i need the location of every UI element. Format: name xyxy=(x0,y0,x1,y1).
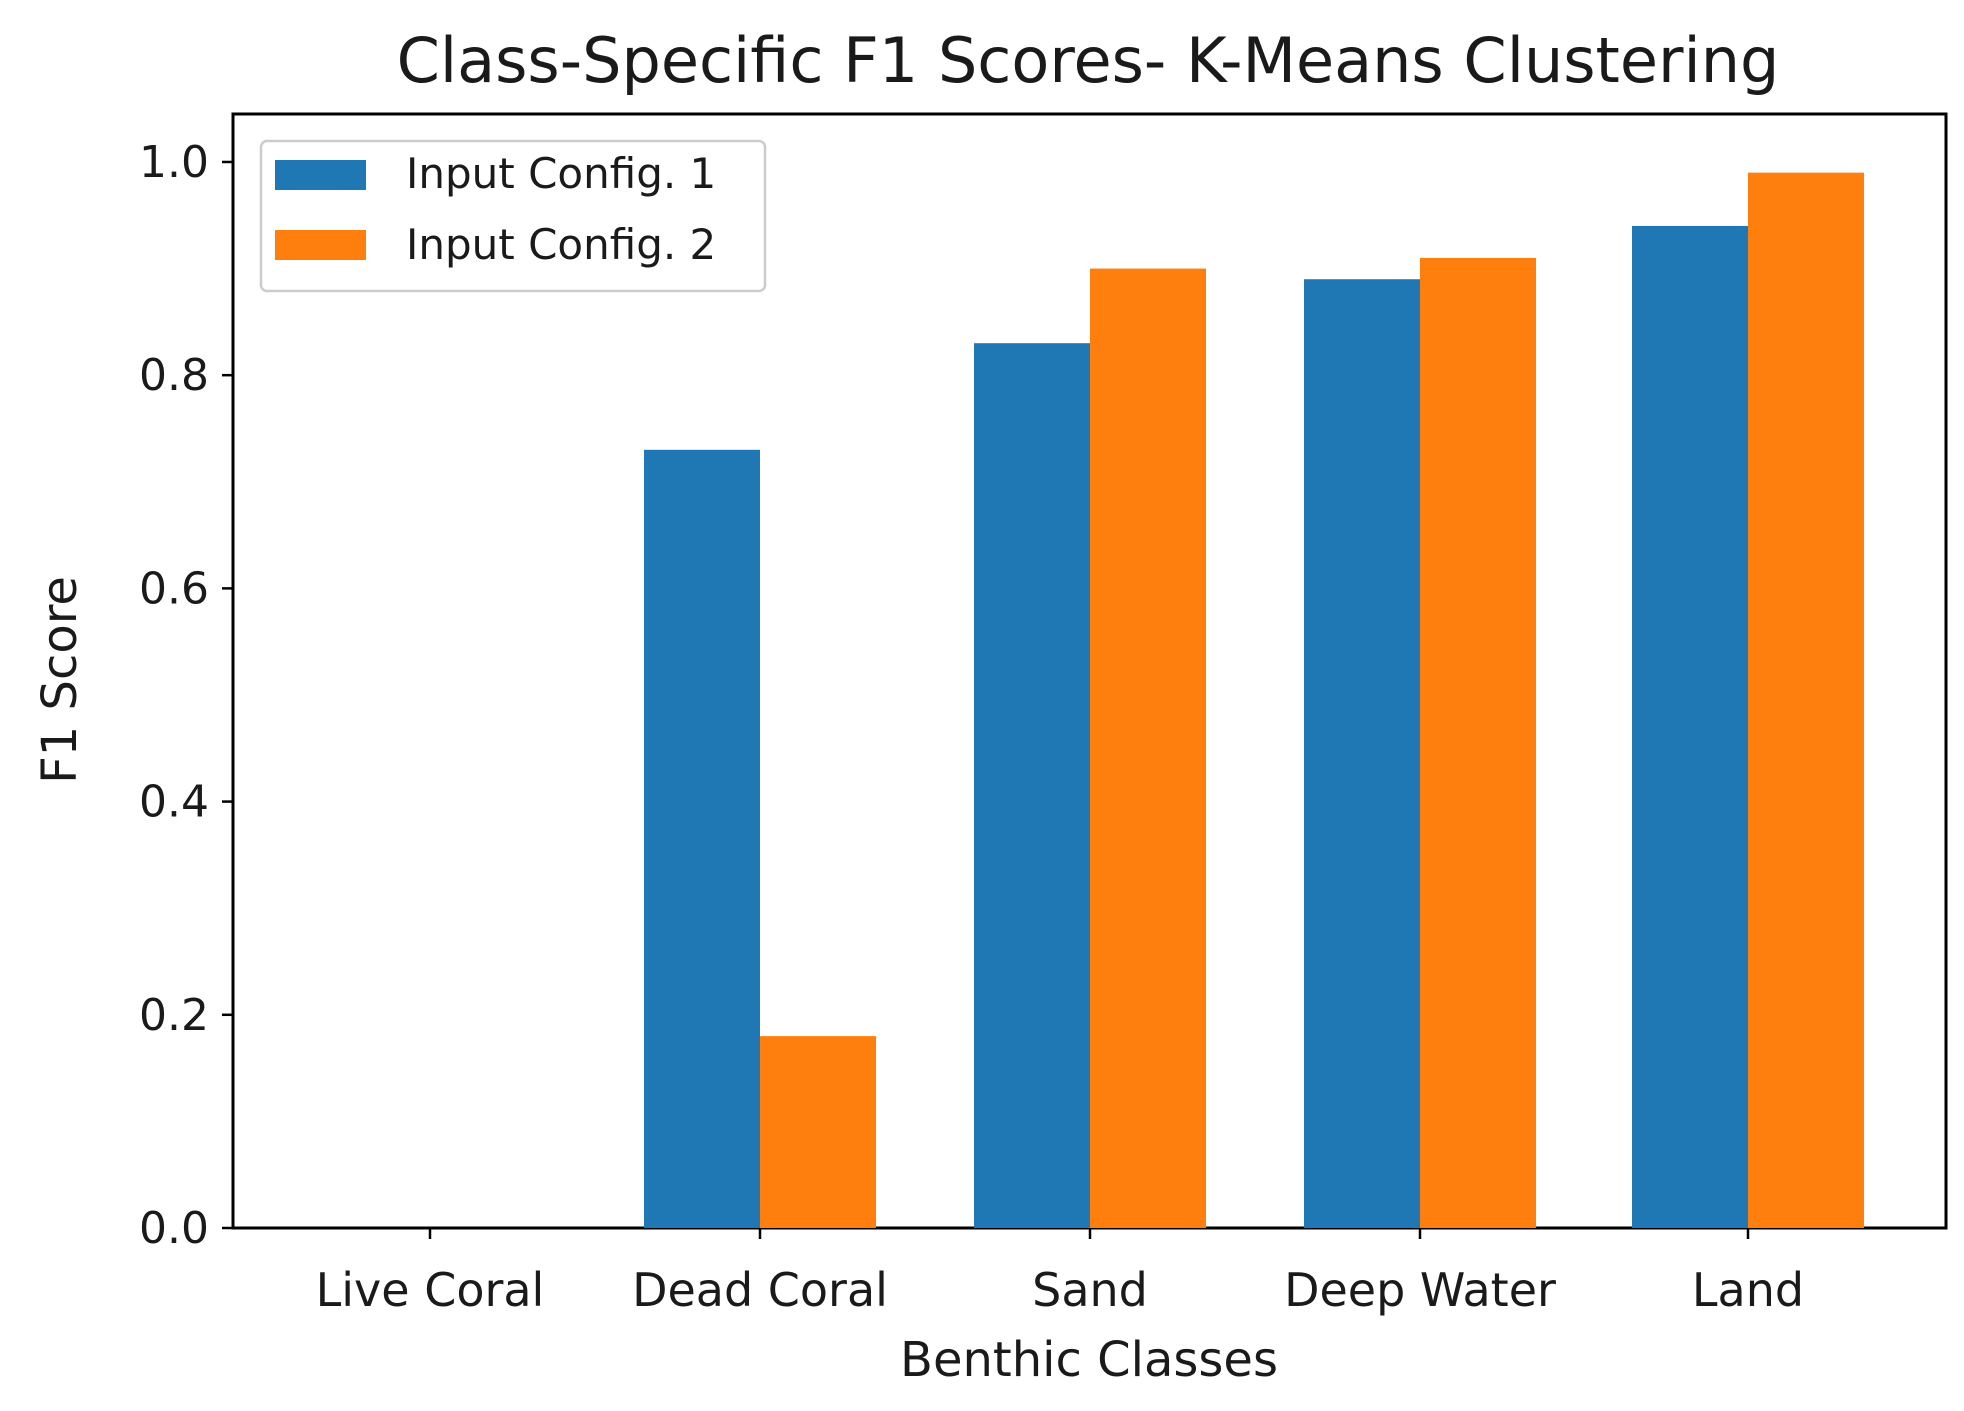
y-axis-label: F1 Score xyxy=(32,576,88,784)
x-tick-label-land: Land xyxy=(1692,1263,1804,1317)
legend-frame xyxy=(259,139,767,293)
chart-title: Class-Specific F1 Scores- K-Means Cluste… xyxy=(397,24,1780,97)
bar-input-config-1-sand xyxy=(974,343,1090,1228)
bar-input-config-2-deep-water xyxy=(1420,257,1536,1228)
y-axis: 0.0 0.2 0.4 0.6 0.8 1.0 xyxy=(139,137,233,1254)
bars-layer xyxy=(644,172,1864,1229)
x-tick-label-live-coral: Live Coral xyxy=(316,1263,545,1317)
legend-swatch-input-config-1 xyxy=(275,160,366,190)
bar-input-config-1-dead-coral xyxy=(644,449,760,1228)
bar-input-config-1-deep-water xyxy=(1304,279,1420,1228)
legend-swatch-input-config-2 xyxy=(275,230,366,260)
bar-input-config-1-land xyxy=(1632,225,1748,1229)
y-tick-label: 0.8 xyxy=(139,350,209,401)
y-tick-label: 0.6 xyxy=(139,563,209,614)
x-axis-label: Benthic Classes xyxy=(900,1332,1278,1388)
legend-label-input-config-2: Input Config. 2 xyxy=(406,220,716,269)
x-tick-label-dead-coral: Dead Coral xyxy=(632,1263,888,1317)
y-tick-label: 0.4 xyxy=(139,777,209,828)
legend: Input Config. 1 Input Config. 2 xyxy=(259,139,767,293)
bar-input-config-2-dead-coral xyxy=(760,1036,876,1228)
y-tick-label: 1.0 xyxy=(139,137,209,188)
x-tick-label-deep-water: Deep Water xyxy=(1284,1263,1556,1317)
y-tick-label: 0.2 xyxy=(139,990,209,1041)
legend-label-input-config-1: Input Config. 1 xyxy=(406,149,716,198)
x-axis: Live Coral Dead Coral Sand Deep Water Land xyxy=(316,1228,1804,1317)
x-tick-label-sand: Sand xyxy=(1032,1263,1148,1317)
y-tick-label: 0.0 xyxy=(139,1203,209,1254)
bar-input-config-2-sand xyxy=(1090,268,1206,1228)
bar-input-config-2-land xyxy=(1748,172,1864,1228)
